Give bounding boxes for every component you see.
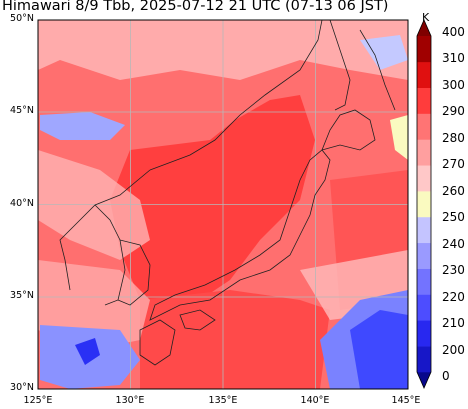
- cold-cloud-northwest: [40, 112, 125, 140]
- cool-cloud-east: [390, 115, 408, 160]
- y-tick-30n: 30°N: [10, 382, 34, 393]
- cold-cloud-core-southeast: [350, 310, 408, 389]
- x-tick-125e: 125°E: [23, 395, 53, 406]
- shikoku-coast: [179, 309, 216, 331]
- colorbar-segment: [417, 61, 431, 88]
- colorbar-tick-label: 240: [442, 236, 465, 251]
- colorbar-segment: [417, 139, 431, 166]
- colorbar-extend-min: [417, 372, 431, 388]
- honshu-coast: [149, 149, 331, 321]
- colorbar-segment: [417, 87, 431, 114]
- korea-west-coast: [94, 204, 126, 306]
- japan-sea-warm-area: [110, 95, 315, 300]
- x-tick-135e: 135°E: [208, 395, 238, 406]
- colorbar: [416, 19, 432, 389]
- colorbar-tick-label: 290: [442, 104, 465, 119]
- hokkaido-coast: [321, 109, 376, 151]
- colorbar-tick-label: 280: [442, 130, 465, 145]
- colorbar-segment: [417, 320, 431, 347]
- map-title: Himawari 8/9 Tbb, 2025-07-12 21 UTC (07-…: [2, 0, 389, 14]
- colorbar-tick-label: 270: [442, 157, 465, 172]
- colorbar-tick-label: 250: [442, 210, 465, 225]
- cold-cloud-core-southwest: [75, 338, 100, 365]
- sakhalin-coast: [329, 20, 351, 111]
- colorbar-segment: [417, 165, 431, 192]
- y-tick-50n: 50°N: [10, 13, 34, 24]
- colorbar-segment: [417, 113, 431, 140]
- x-tick-145e: 145°E: [391, 395, 421, 406]
- korea-cloud-area: [38, 150, 150, 260]
- colorbar-tick-label: 200: [442, 342, 465, 357]
- colorbar-segment: [417, 242, 431, 269]
- colorbar-segment: [417, 191, 431, 218]
- colorbar-tick-label: 310: [442, 51, 465, 66]
- kuril-coast: [359, 29, 396, 111]
- colorbar-tick-label: 230: [442, 263, 465, 278]
- x-tick-130e: 130°E: [115, 395, 145, 406]
- korea-east-coast: [117, 239, 151, 306]
- colorbar-segment: [417, 346, 431, 373]
- coastlines: [59, 20, 396, 366]
- russia-coast: [149, 20, 323, 171]
- colorbar-segment: [417, 268, 431, 295]
- colorbar-tick-label: 210: [442, 316, 465, 331]
- pacific-south-warm-area: [140, 290, 330, 389]
- colorbar-extend-max: [417, 20, 431, 36]
- colorbar-segment: [417, 294, 431, 321]
- grid-lines: [38, 20, 408, 389]
- colorbar-segment: [417, 216, 431, 244]
- colorbar-tick-label: 300: [442, 77, 465, 92]
- y-tick-35n: 35°N: [10, 290, 34, 301]
- kyushu-coast: [139, 319, 176, 366]
- y-tick-45n: 45°N: [10, 105, 34, 116]
- colorbar-frame: [416, 19, 432, 389]
- plot-frame: [37, 19, 409, 390]
- x-tick-140e: 140°E: [300, 395, 330, 406]
- cold-cloud-northeast: [360, 35, 408, 70]
- colorbar-tick-label: 220: [442, 289, 465, 304]
- colorbar-tick-label: 0: [442, 369, 450, 383]
- colorbar-unit-label: K: [422, 11, 430, 24]
- y-tick-40n: 40°N: [10, 198, 34, 209]
- colorbar-segment: [417, 36, 431, 63]
- colorbar-tick-label: 400: [442, 25, 465, 39]
- china-coast: [59, 169, 151, 291]
- colorbar-tick-label: 260: [442, 183, 465, 198]
